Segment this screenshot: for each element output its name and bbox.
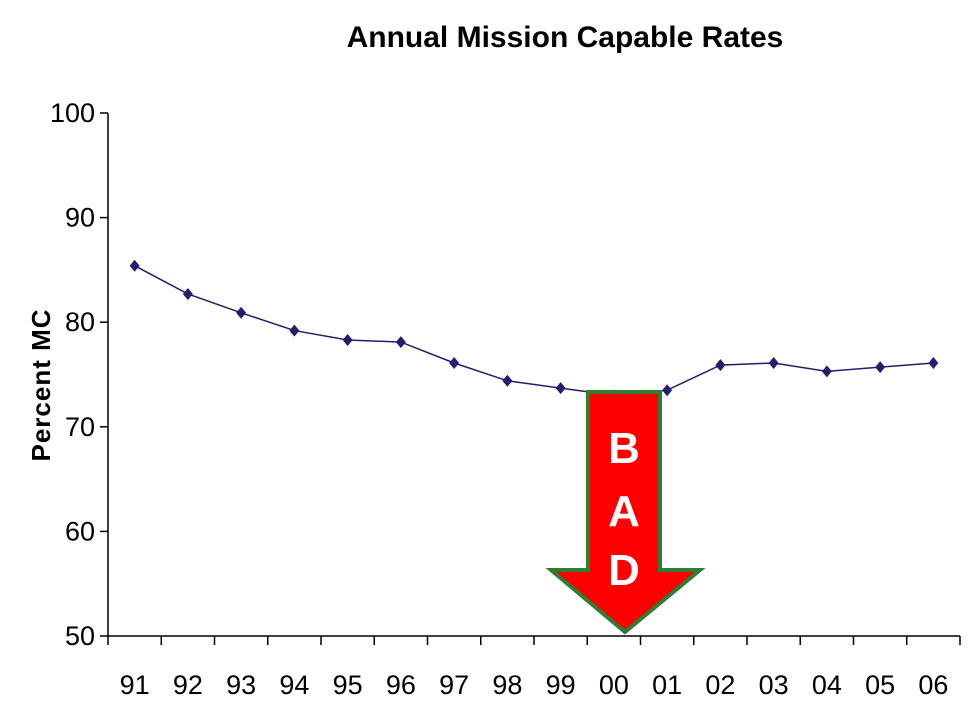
y-tick-label: 100	[50, 98, 95, 128]
x-tick-label: 92	[173, 670, 203, 700]
data-point	[555, 382, 566, 395]
x-tick-label: 03	[759, 670, 789, 700]
bad-letter-d: D	[608, 546, 640, 595]
x-tick-label: 93	[226, 670, 256, 700]
x-tick-label: 91	[120, 670, 150, 700]
data-point	[928, 356, 939, 369]
data-point	[662, 384, 673, 397]
data-point	[715, 359, 726, 372]
x-tick-label: 96	[386, 670, 416, 700]
x-axis: 91 92 93 94 95 96 97 98 99 00 01 02 03 04 05 06	[107, 635, 961, 700]
y-tick-label: 80	[65, 307, 95, 337]
x-tick-label: 94	[279, 670, 309, 700]
x-tick-label: 97	[439, 670, 469, 700]
x-tick-label: 00	[599, 670, 629, 700]
data-point	[768, 356, 779, 369]
data-point	[129, 259, 140, 272]
y-axis: 50 60 70 80 90 100	[50, 98, 109, 651]
chart-title: Annual Mission Capable Rates	[347, 21, 784, 54]
x-tick-label: 02	[705, 670, 735, 700]
data-point	[236, 306, 247, 319]
data-point	[289, 324, 300, 337]
y-tick-label: 60	[65, 516, 95, 546]
x-tick-label: 98	[492, 670, 522, 700]
data-point	[875, 361, 886, 374]
x-tick-label: 01	[652, 670, 682, 700]
x-tick-label: 95	[333, 670, 363, 700]
y-axis-label: Percent MC	[26, 308, 56, 461]
data-point	[182, 287, 193, 300]
data-point	[502, 374, 513, 387]
bad-letter-a: A	[608, 487, 640, 536]
data-series	[129, 259, 939, 402]
x-tick-label: 99	[546, 670, 576, 700]
x-tick-label: 04	[812, 670, 842, 700]
data-point	[395, 336, 406, 349]
data-point	[821, 365, 832, 378]
bad-arrow-shape	[545, 390, 706, 635]
series-line	[134, 265, 934, 397]
data-point	[449, 356, 460, 369]
y-tick-label: 70	[65, 412, 95, 442]
x-tick-label: 05	[865, 670, 895, 700]
y-tick-label: 50	[65, 621, 95, 651]
data-point	[342, 333, 353, 346]
y-tick-label: 90	[65, 203, 95, 233]
bad-arrow-annotation: B A D	[545, 390, 706, 635]
x-tick-label: 06	[918, 670, 948, 700]
bad-letter-b: B	[608, 424, 640, 473]
